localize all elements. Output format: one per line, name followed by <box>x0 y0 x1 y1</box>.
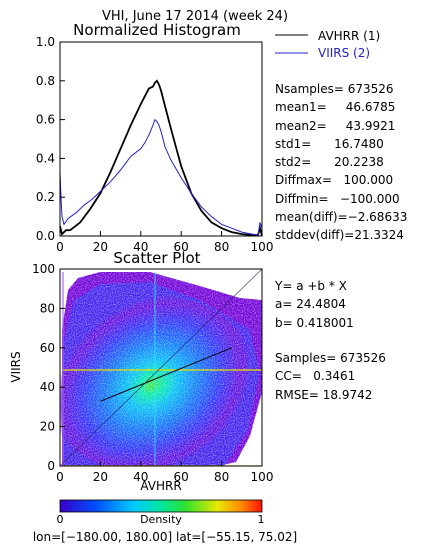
scatter-xtick-label: 0 <box>56 470 64 484</box>
scatter-axes: 0 20 40 60 80 100 0 20 40 60 80 100 <box>32 262 273 484</box>
scatter-xtick-label: 80 <box>214 470 229 484</box>
histogram-axes: 0 20 40 60 80 100 0.0 0.2 0.4 0.6 0.8 1.0 <box>36 35 274 254</box>
scatter-xtick-label: 20 <box>93 470 108 484</box>
hist-xtick-label: 0 <box>56 240 64 254</box>
histogram-stat-line: mean1= 46.6785 <box>275 100 396 115</box>
fit-line-text: b= 0.418001 <box>275 315 354 330</box>
hist-ytick-label: 0.8 <box>36 74 55 88</box>
scatter-density <box>60 269 262 466</box>
histogram-panel: Normalized Histogram 0 20 40 60 80 1000.00.20… <box>36 21 274 254</box>
footer-coordinates: lon=[−180.00, 180.00] lat=[−55.15, 75.02… <box>33 530 297 544</box>
hist-xtick-label: 80 <box>214 240 229 254</box>
colorbar-max-label: 1 <box>258 513 265 526</box>
colorbar-min-label: 0 <box>57 513 64 526</box>
colorbar-gradient <box>59 499 263 513</box>
hist-ytick-label: 0.2 <box>36 190 55 204</box>
colorbar-label: Density <box>140 513 182 526</box>
diagonal-line <box>60 269 262 466</box>
scatter-ytick-label: 60 <box>40 341 55 355</box>
histogram-stat-line: std2= 20.2238 <box>275 155 384 170</box>
scatter-frame <box>59 268 263 467</box>
histogram-stat-line: mean(diff)=−2.68633 <box>275 210 408 225</box>
hist-ytick-label: 0.6 <box>36 113 55 127</box>
legend: AVHRR (1) VIIRS (2) <box>275 29 380 60</box>
scatter-panel: Scatter Plot 0 20 40 60 80 100 0 20 40 60 80 100 AV… <box>9 249 273 493</box>
scatter-title: Scatter Plot <box>113 249 200 267</box>
scatter-xlabel: AVHRR <box>140 479 181 493</box>
hist-xtick-label: 100 <box>251 240 274 254</box>
scatter-ytick-label: 40 <box>40 380 55 394</box>
scatter-stat-line: CC= 0.3461 <box>275 369 356 384</box>
histogram-stats: Nsamples= 673526 mean1= 46.6785 mean2= 43.… <box>275 80 407 245</box>
histogram-stat-line: stddev(diff)=21.3324 <box>275 228 404 243</box>
histogram-title: Normalized Histogram <box>73 21 241 39</box>
fit-line <box>100 347 232 402</box>
scatter-ytick-label: 80 <box>40 301 55 315</box>
fit-equation: Y= a +b * X a= 24.4804 b= 0.418001 <box>275 277 354 332</box>
hist-ytick-label: 0.4 <box>36 151 55 165</box>
scatter-ylabel: VIIRS <box>9 351 23 382</box>
histogram-stat-line: Diffmax= 100.000 <box>275 173 394 188</box>
hist-xtick-label: 40 <box>133 240 148 254</box>
histogram-frame <box>59 41 263 237</box>
histogram-stat-line: Diffmin= −100.000 <box>275 191 400 206</box>
scatter-ytick-label: 20 <box>40 420 55 434</box>
scatter-xtick-label: 100 <box>251 470 274 484</box>
fit-line-text: a= 24.4804 <box>275 297 346 312</box>
legend-label-avhrr: AVHRR (1) <box>318 29 380 43</box>
histogram-lines <box>59 79 263 237</box>
scatter-xtick-label: 40 <box>133 470 148 484</box>
hist-ytick-label: 0.0 <box>36 229 55 243</box>
scatter-ytick-label: 100 <box>32 262 55 276</box>
legend-label-viirs: VIIRS (2) <box>318 46 370 60</box>
histogram-stat-line: std1= 16.7480 <box>275 136 384 151</box>
hist-series-viirs <box>59 118 263 236</box>
hist-xtick-label: 60 <box>174 240 189 254</box>
hist-series-avhrr <box>59 79 263 237</box>
histogram-stat-line: Nsamples= 673526 <box>275 82 394 96</box>
colorbar: 0 Density 1 <box>57 499 265 526</box>
scatter-ytick-label: 0 <box>47 459 55 473</box>
hist-ytick-label: 1.0 <box>36 35 55 49</box>
page-title: VHI, June 17 2014 (week 24) <box>102 9 288 24</box>
hist-xtick-label: 20 <box>93 240 108 254</box>
fit-line-text: Y= a +b * X <box>275 279 347 293</box>
scatter-stat-line: Samples= 673526 <box>275 351 386 365</box>
histogram-stat-line: mean2= 43.9921 <box>275 118 396 133</box>
scatter-stat-line: RMSE= 18.9742 <box>275 387 373 402</box>
scatter-stats: Samples= 673526 CC= 0.3461 RMSE= 18.9742 <box>275 349 386 404</box>
scatter-xtick-label: 60 <box>174 470 189 484</box>
